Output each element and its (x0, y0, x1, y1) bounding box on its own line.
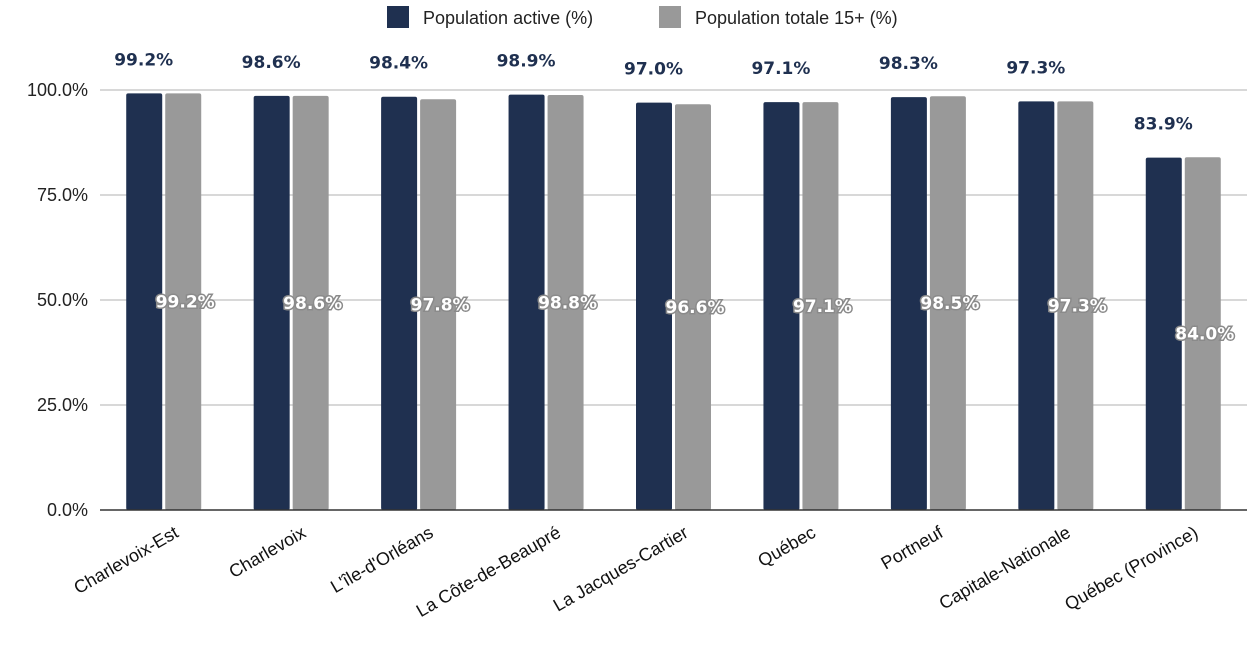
data-label-population-active: 98.9% (497, 52, 556, 72)
bar-population-active (1145, 157, 1182, 510)
legend: Population active (%) Population totale 1… (387, 6, 898, 28)
bar-population-totale (165, 93, 202, 511)
data-label-population-active: 83.9% (1134, 115, 1193, 135)
data-label-population-totale: 98.6% (283, 294, 342, 314)
x-tick-label: Charlevoix-Est (70, 522, 181, 598)
bar-population-totale (929, 96, 966, 511)
data-label-population-totale: 99.2% (156, 293, 215, 313)
y-tick-label: 25.0% (37, 395, 88, 415)
data-labels: 99.2% 99.2% 98.6% 98.6% 98.4% 97.8% 98.9% 98.8%… (114, 50, 1236, 346)
y-tick-label: 75.0% (37, 185, 88, 205)
x-tick-label: Québec (Province) (1061, 522, 1201, 614)
bar-population-totale (292, 95, 329, 510)
data-label-population-totale: 84.0% (1175, 325, 1234, 345)
bar-population-active (381, 96, 418, 510)
legend-label-population-active: Population active (%) (423, 8, 593, 28)
y-tick-label: 50.0% (37, 290, 88, 310)
bar-population-active (1018, 101, 1055, 510)
grid-lines (100, 89, 1247, 406)
data-label-population-totale: 98.5% (920, 294, 979, 314)
x-tick-label: Capitale-Nationale (936, 522, 1074, 613)
x-tick-label: L'île-d'Orléans (327, 522, 437, 597)
data-label-population-active: 97.3% (1006, 58, 1065, 78)
data-label-population-active: 98.6% (242, 53, 301, 73)
bar-population-totale (547, 95, 584, 510)
legend-label-population-totale: Population totale 15+ (%) (695, 8, 898, 28)
y-tick-label: 100.0% (27, 80, 88, 100)
bar-population-active (636, 102, 672, 510)
bar-population-active (890, 97, 927, 510)
data-label-population-totale: 97.3% (1048, 297, 1107, 317)
data-label-population-totale: 98.8% (538, 294, 597, 314)
data-label-population-active: 98.3% (879, 54, 938, 74)
legend-swatch-population-totale (659, 6, 681, 28)
x-tick-label: La Côte-de-Beaupré (413, 522, 564, 621)
bar-population-totale (802, 102, 839, 511)
data-label-population-totale: 97.8% (411, 296, 470, 316)
data-label-population-totale: 97.1% (793, 297, 852, 317)
bar-population-totale (1184, 157, 1221, 510)
data-label-population-active: 97.1% (751, 59, 810, 79)
bar-population-active (763, 102, 800, 511)
x-axis-labels: Charlevoix-Est Charlevoix L'île-d'OrléansL… (70, 522, 1201, 621)
legend-swatch-population-active (387, 6, 409, 28)
bar-population-totale (675, 104, 711, 510)
x-tick-label: Québec (754, 522, 819, 571)
data-label-population-active: 97.0% (624, 60, 683, 80)
x-tick-label: Portneuf (877, 522, 947, 574)
x-tick-label: La Jacques-Cartier (550, 522, 692, 615)
bar-population-totale (420, 99, 457, 511)
bars (126, 93, 1221, 511)
data-label-population-totale: 96.6% (666, 298, 725, 318)
bar-population-active (253, 95, 290, 510)
x-tick-label: Charlevoix (226, 522, 310, 582)
bar-population-totale (1057, 101, 1094, 510)
y-axis-ticks: 0.0% 25.0% 50.0% 75.0% 100.0% (27, 80, 88, 520)
bar-population-active (508, 94, 545, 511)
y-tick-label: 0.0% (47, 500, 88, 520)
data-label-population-active: 99.2% (114, 50, 173, 70)
bar-population-active (126, 93, 163, 511)
data-label-population-active: 98.4% (369, 54, 428, 74)
